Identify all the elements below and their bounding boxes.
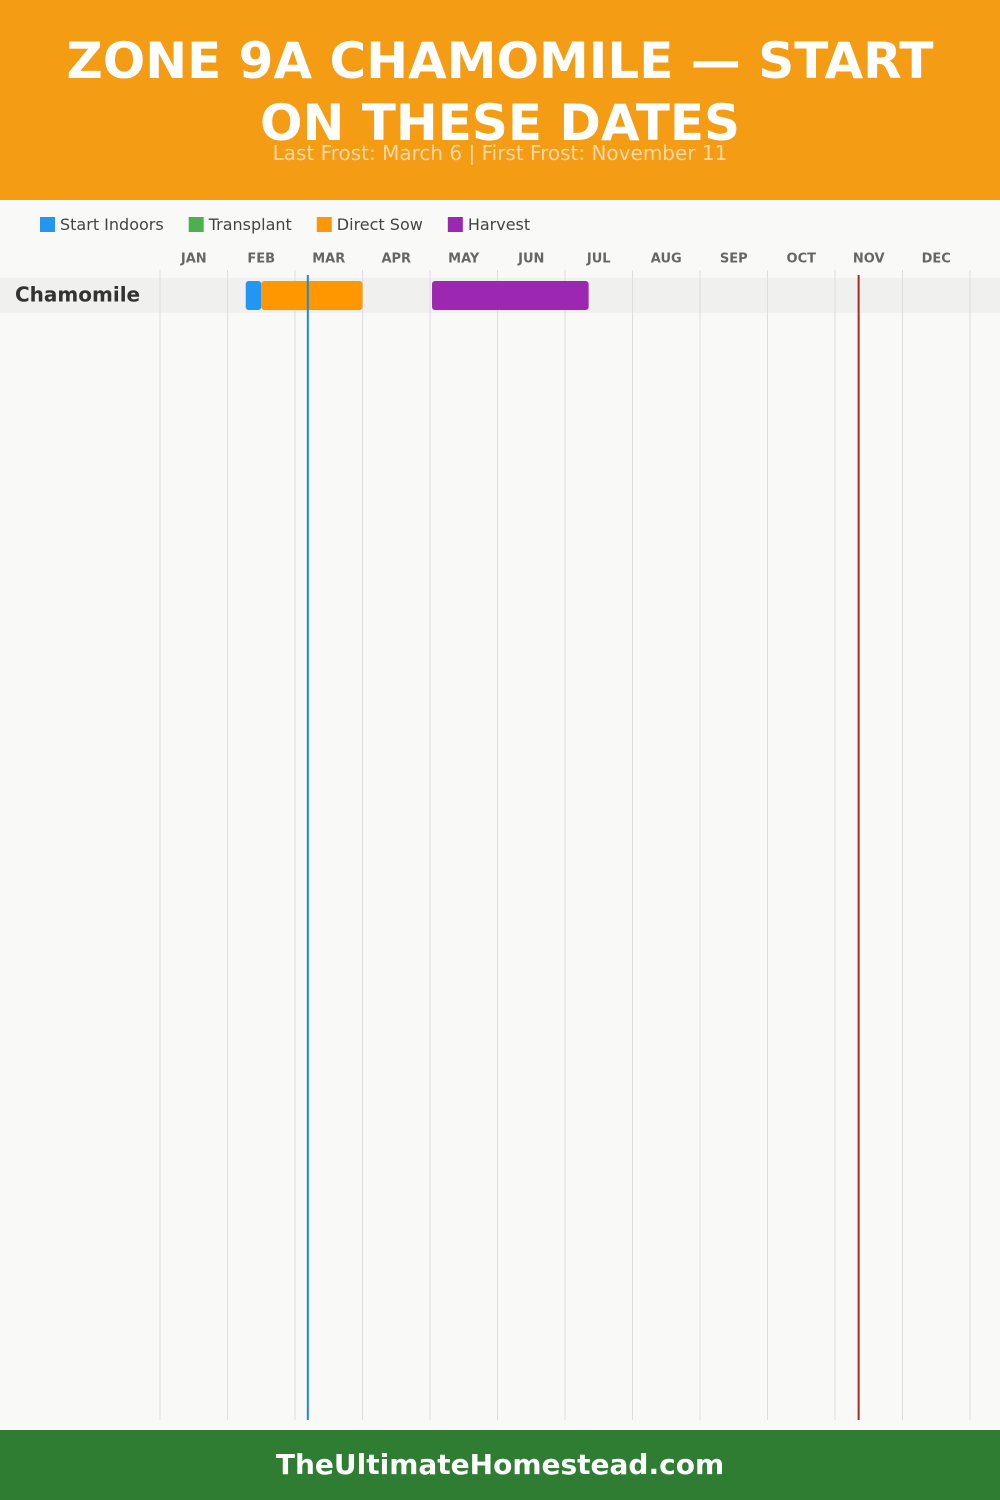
x-tick-label: OCT — [787, 252, 817, 267]
legend-label: Transplant — [208, 215, 292, 234]
x-tick-label: AUG — [651, 252, 682, 267]
row-label: Chamomile — [15, 283, 140, 307]
chart-background — [0, 200, 1000, 1430]
x-tick-label: MAR — [312, 252, 345, 267]
x-tick-label: DEC — [922, 252, 951, 267]
legend-label: Harvest — [468, 215, 530, 234]
bar — [261, 281, 363, 310]
x-tick-label: APR — [381, 252, 411, 267]
header: ZONE 9A CHAMOMILE — START ON THESE DATES… — [0, 0, 1000, 200]
legend-swatch — [188, 217, 204, 232]
footer: TheUltimateHomestead.com — [0, 1430, 1000, 1500]
legend-label: Direct Sow — [337, 215, 423, 234]
chart: Start Indoors Transplant Direct Sow Harvest… — [0, 200, 1000, 1430]
chart-title: ZONE 9A CHAMOMILE — START ON THESE DATES — [66, 32, 934, 152]
x-tick-label: JAN — [180, 252, 207, 267]
legend-label: Start Indoors — [60, 215, 164, 234]
x-tick-label: SEP — [720, 252, 748, 267]
x-tick-label: MAY — [448, 252, 480, 267]
x-tick-label: JUN — [517, 252, 544, 267]
x-tick-label: FEB — [247, 252, 275, 267]
bar — [245, 281, 262, 310]
bar — [432, 281, 589, 310]
x-tick-label: NOV — [853, 252, 885, 267]
legend-swatch — [40, 217, 55, 232]
legend-swatch — [447, 217, 463, 232]
x-tick-label: JUL — [586, 252, 611, 267]
legend-swatch — [316, 217, 332, 232]
chart-subtitle: Last Frost: March 6 | First Frost: Novem… — [272, 141, 728, 165]
